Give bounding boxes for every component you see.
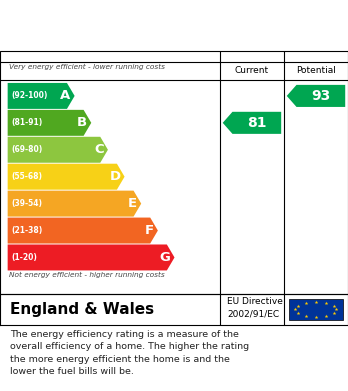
- Polygon shape: [8, 83, 74, 109]
- Polygon shape: [8, 191, 141, 217]
- Text: A: A: [60, 90, 70, 102]
- Text: (55-68): (55-68): [12, 172, 43, 181]
- Text: The energy efficiency rating is a measure of the
overall efficiency of a home. T: The energy efficiency rating is a measur…: [10, 330, 250, 377]
- Text: (81-91): (81-91): [12, 118, 43, 127]
- Bar: [289, 299, 343, 320]
- Text: (21-38): (21-38): [12, 226, 43, 235]
- Text: F: F: [144, 224, 154, 237]
- Text: D: D: [109, 170, 120, 183]
- Text: Energy Efficiency Rating: Energy Efficiency Rating: [10, 18, 231, 33]
- Polygon shape: [8, 137, 108, 163]
- Text: (39-54): (39-54): [12, 199, 43, 208]
- Text: C: C: [94, 143, 104, 156]
- Polygon shape: [8, 217, 158, 244]
- Text: Potential: Potential: [296, 66, 336, 75]
- Polygon shape: [8, 244, 174, 271]
- Polygon shape: [223, 112, 281, 134]
- Text: (92-100): (92-100): [12, 91, 48, 100]
- Text: EU Directive
2002/91/EC: EU Directive 2002/91/EC: [227, 297, 283, 319]
- Text: Not energy efficient - higher running costs: Not energy efficient - higher running co…: [9, 272, 165, 278]
- Text: England & Wales: England & Wales: [10, 302, 155, 317]
- Polygon shape: [8, 110, 91, 136]
- Text: 93: 93: [311, 89, 331, 103]
- Text: 81: 81: [247, 116, 267, 130]
- Text: E: E: [128, 197, 137, 210]
- Text: G: G: [159, 251, 170, 264]
- Text: (1-20): (1-20): [12, 253, 38, 262]
- Text: Current: Current: [235, 66, 269, 75]
- Text: B: B: [77, 117, 87, 129]
- Polygon shape: [8, 164, 125, 190]
- Text: (69-80): (69-80): [12, 145, 43, 154]
- Polygon shape: [287, 85, 345, 107]
- Text: Very energy efficient - lower running costs: Very energy efficient - lower running co…: [9, 64, 165, 70]
